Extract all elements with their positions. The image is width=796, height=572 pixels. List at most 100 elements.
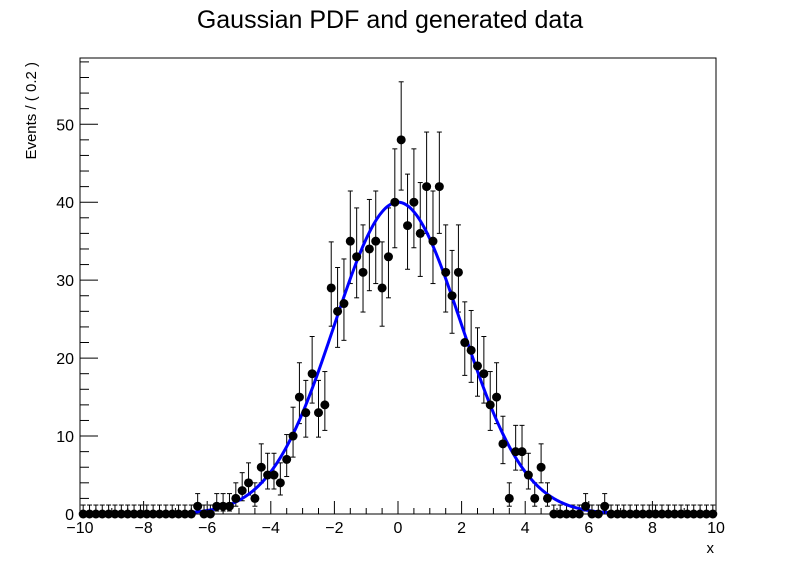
data-point bbox=[301, 408, 311, 418]
x-axis-label: x bbox=[707, 540, 715, 557]
data-point bbox=[549, 509, 559, 519]
data-point bbox=[606, 509, 616, 519]
data-point bbox=[689, 509, 699, 519]
data-point bbox=[485, 400, 495, 410]
data-point bbox=[504, 493, 514, 503]
x-tick-label: −8 bbox=[134, 520, 152, 537]
data-point bbox=[676, 509, 686, 519]
data-point bbox=[237, 486, 247, 496]
x-axis: −10 −8 −6 −4 −2 0 2 4 6 8 10 bbox=[66, 501, 725, 537]
y-tick-label: 40 bbox=[56, 195, 74, 212]
data-point bbox=[339, 299, 349, 309]
data-point bbox=[116, 509, 126, 519]
data-point bbox=[97, 509, 107, 519]
x-tick-label: −4 bbox=[262, 520, 280, 537]
data-point bbox=[256, 462, 266, 472]
data-point bbox=[135, 509, 145, 519]
data-point bbox=[682, 509, 692, 519]
y-tick-label: 30 bbox=[56, 273, 74, 290]
data-point bbox=[104, 509, 114, 519]
x-tick-label: 10 bbox=[707, 520, 725, 537]
data-point bbox=[275, 478, 285, 488]
data-point bbox=[110, 509, 120, 519]
data-point bbox=[651, 509, 661, 519]
x-tick-label: 0 bbox=[394, 520, 403, 537]
y-tick-label: 50 bbox=[56, 117, 74, 134]
data-point bbox=[218, 501, 228, 511]
data-point bbox=[294, 392, 304, 402]
data-point bbox=[199, 509, 209, 519]
data-point bbox=[593, 509, 603, 519]
data-point bbox=[282, 454, 292, 464]
data-point bbox=[390, 197, 400, 207]
data-point bbox=[250, 493, 260, 503]
data-point bbox=[479, 369, 489, 379]
data-point bbox=[612, 509, 622, 519]
data-point bbox=[314, 408, 323, 418]
data-point bbox=[466, 345, 476, 355]
plot-frame bbox=[79, 57, 717, 515]
data-point bbox=[180, 509, 190, 519]
data-point bbox=[581, 501, 591, 511]
data-point bbox=[492, 392, 502, 402]
data-point bbox=[409, 197, 419, 207]
data-point bbox=[422, 182, 432, 192]
data-point bbox=[473, 361, 482, 371]
data-point bbox=[364, 244, 374, 254]
data-point bbox=[619, 509, 629, 519]
data-point bbox=[657, 509, 667, 519]
x-tick-label: 8 bbox=[648, 520, 657, 537]
data-point bbox=[403, 221, 413, 231]
data-point bbox=[161, 509, 171, 519]
data-point bbox=[517, 447, 527, 457]
data-point bbox=[307, 369, 317, 379]
data-point bbox=[129, 509, 139, 519]
data-point bbox=[383, 252, 393, 262]
y-axis-label: Events / ( 0.2 ) bbox=[23, 62, 40, 160]
data-point bbox=[542, 493, 552, 503]
y-tick-label: 20 bbox=[56, 351, 74, 368]
data-point bbox=[288, 431, 298, 441]
data-point bbox=[562, 509, 572, 519]
data-point bbox=[644, 509, 654, 519]
data-point bbox=[224, 501, 234, 511]
data-point bbox=[670, 509, 680, 519]
data-point bbox=[193, 501, 203, 511]
data-points bbox=[78, 135, 718, 519]
data-point bbox=[352, 252, 362, 262]
x-tick-label: 6 bbox=[584, 520, 593, 537]
data-point bbox=[441, 267, 451, 277]
data-point bbox=[415, 228, 425, 238]
data-point bbox=[212, 501, 222, 511]
data-point bbox=[523, 470, 533, 480]
data-point bbox=[447, 291, 457, 301]
data-point bbox=[167, 509, 177, 519]
data-point bbox=[708, 509, 718, 519]
data-point bbox=[148, 509, 158, 519]
chart-title: Gaussian PDF and generated data bbox=[197, 6, 583, 34]
y-tick-label: 0 bbox=[65, 507, 74, 524]
data-point bbox=[511, 447, 521, 457]
y-tick-label: 10 bbox=[56, 429, 74, 446]
data-point bbox=[536, 462, 546, 472]
data-point bbox=[396, 135, 406, 145]
data-point bbox=[142, 509, 152, 519]
data-point bbox=[358, 267, 368, 277]
data-point bbox=[244, 478, 254, 488]
data-point bbox=[428, 236, 438, 246]
data-point bbox=[333, 306, 343, 316]
data-point bbox=[231, 493, 241, 503]
data-point bbox=[320, 400, 330, 410]
y-axis: 0 10 20 30 40 50 bbox=[56, 61, 98, 524]
data-point bbox=[371, 236, 381, 246]
data-point bbox=[377, 283, 387, 293]
x-tick-label: −6 bbox=[198, 520, 216, 537]
data-point bbox=[638, 509, 648, 519]
data-point bbox=[205, 509, 215, 519]
data-point bbox=[555, 509, 565, 519]
data-point bbox=[453, 267, 463, 277]
x-tick-label: 2 bbox=[457, 520, 466, 537]
data-point bbox=[434, 182, 444, 192]
data-point bbox=[574, 509, 584, 519]
